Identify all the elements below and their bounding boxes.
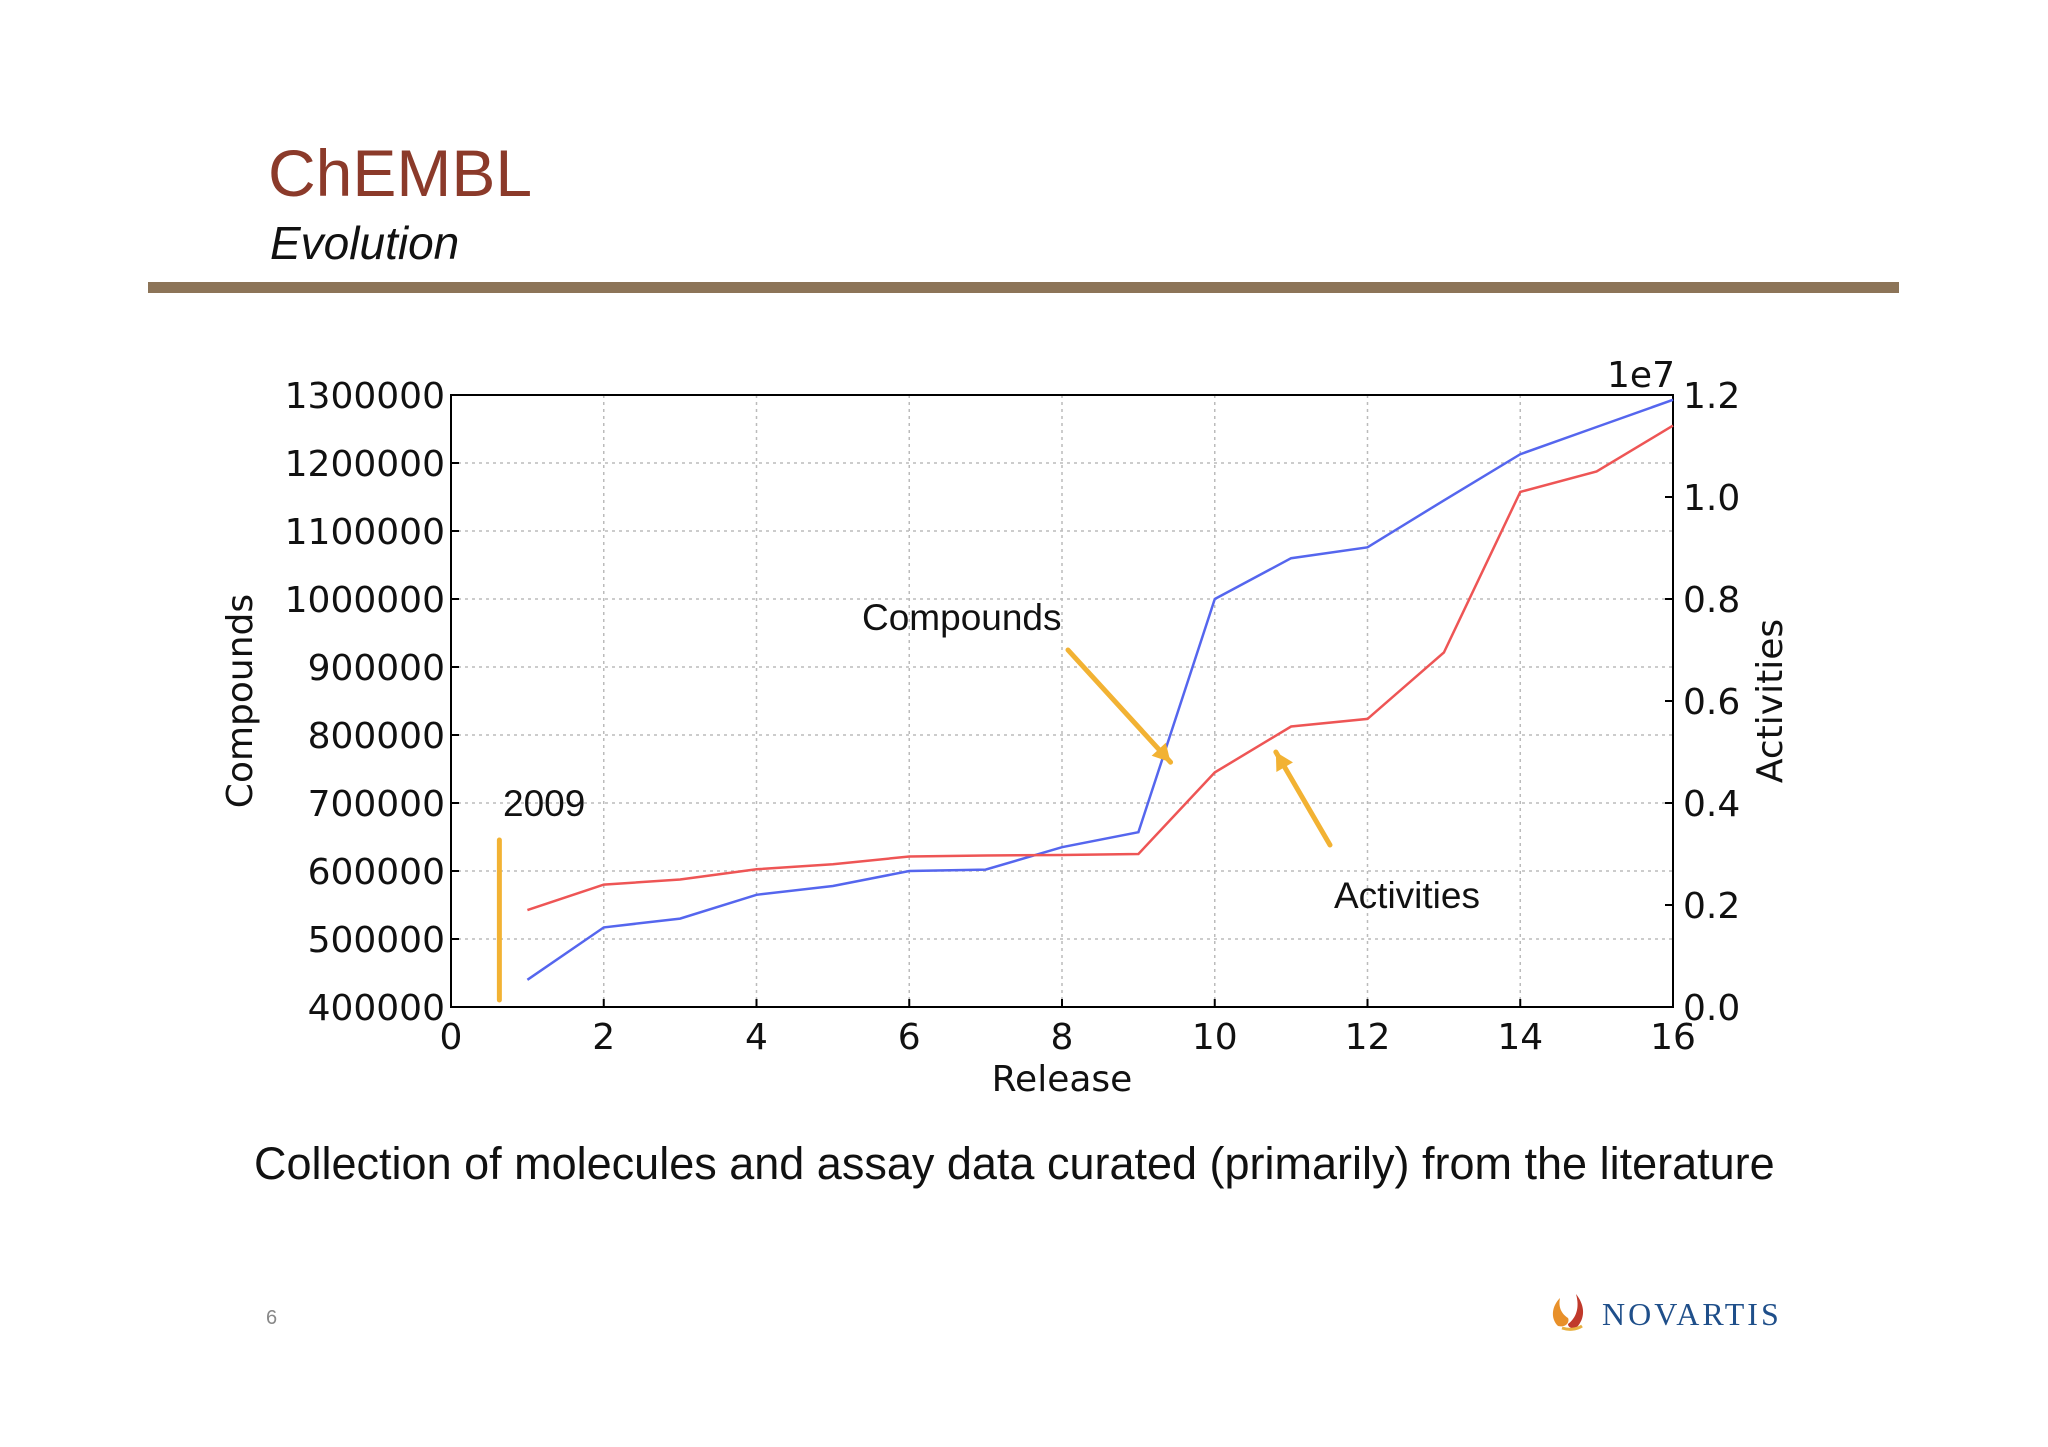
slide-subtitle: Evolution — [270, 217, 460, 269]
annotation-activities-arrow-head — [1275, 752, 1293, 772]
y-left-tick-label: 1000000 — [285, 580, 445, 621]
x-tick-label: 14 — [1497, 1017, 1543, 1058]
y-left-axis-label: Compounds — [220, 594, 261, 808]
x-tick-label: 0 — [440, 1017, 463, 1058]
y-right-axis-label: Activities — [1750, 619, 1791, 783]
y-right-tick-label: 0.4 — [1683, 784, 1740, 825]
y-left-tick-label: 900000 — [308, 648, 445, 689]
series-line-activities — [527, 424, 1674, 912]
y-right-tick-label: 0.6 — [1683, 682, 1740, 723]
y-right-tick-label: 0.0 — [1683, 988, 1740, 1029]
annotation-compounds-arrow-head — [1151, 742, 1171, 763]
annotation-compounds-label: Compounds — [862, 597, 1062, 638]
y-right-tick-label: 1.2 — [1683, 376, 1740, 417]
annotation-activities-arrow — [1273, 749, 1333, 848]
series-line-compounds — [526, 398, 1674, 981]
x-tick-label: 4 — [745, 1017, 768, 1058]
annotation-activities-label: Activities — [1334, 875, 1480, 916]
x-tick-label: 2 — [592, 1017, 615, 1058]
y-right-tick-label: 1.0 — [1683, 478, 1740, 519]
x-tick-label: 8 — [1051, 1017, 1074, 1058]
y-right-tick-label: 0.8 — [1683, 580, 1740, 621]
slide-title: ChEMBL — [268, 136, 533, 210]
novartis-wordmark: NOVARTIS — [1602, 1296, 1782, 1332]
y-left-tick-label: 400000 — [308, 988, 445, 1029]
x-tick-label: 10 — [1192, 1017, 1238, 1058]
x-axis-label: Release — [992, 1059, 1133, 1100]
page-number: 6 — [266, 1307, 278, 1329]
y-left-tick-label: 700000 — [308, 784, 445, 825]
x-tick-label: 16 — [1650, 1017, 1696, 1058]
novartis-flame-icon — [1552, 1294, 1584, 1331]
title-divider — [148, 282, 1899, 293]
y-left-tick-label: 600000 — [308, 852, 445, 893]
slide-caption: Collection of molecules and assay data c… — [254, 1138, 1775, 1189]
x-tick-label: 6 — [898, 1017, 921, 1058]
annotation-2009-label: 2009 — [503, 783, 585, 824]
novartis-logo: NOVARTIS — [1546, 1288, 1786, 1334]
right-axis-multiplier: 1e7 — [1607, 355, 1675, 396]
annotation-compounds-arrow — [1065, 647, 1174, 765]
y-right-tick-label: 0.2 — [1683, 886, 1740, 927]
y-left-tick-label: 1100000 — [285, 512, 445, 553]
y-left-tick-label: 1300000 — [285, 376, 445, 417]
y-left-tick-label: 800000 — [308, 716, 445, 757]
y-left-tick-label: 1200000 — [285, 444, 445, 485]
x-tick-label: 12 — [1345, 1017, 1391, 1058]
y-left-tick-label: 500000 — [308, 920, 445, 961]
